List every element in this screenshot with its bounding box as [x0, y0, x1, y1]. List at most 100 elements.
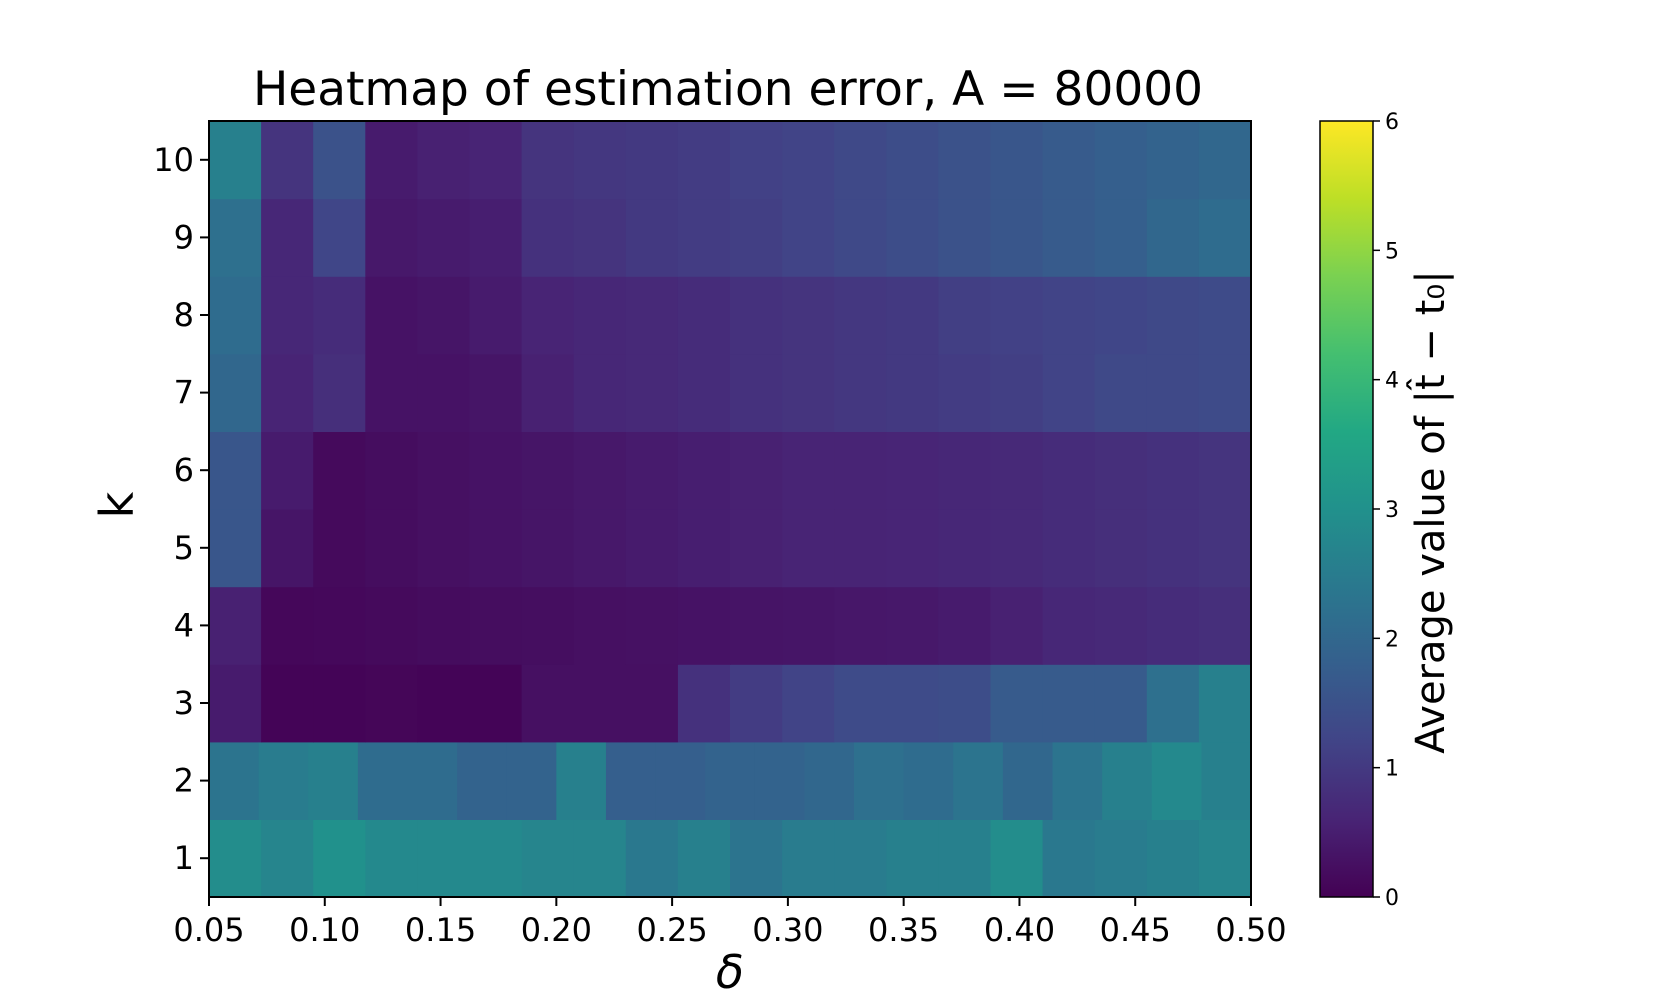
- heatmap-cell: [1102, 741, 1153, 820]
- heatmap-cell: [573, 276, 627, 355]
- heatmap-cell: [990, 198, 1044, 277]
- heatmap-cell: [730, 431, 783, 510]
- heatmap-cell: [417, 276, 471, 355]
- heatmap-cell: [1146, 353, 1200, 432]
- heatmap-cell: [209, 664, 262, 743]
- heatmap-cell: [469, 664, 523, 743]
- heatmap-cell: [730, 198, 783, 277]
- heatmap-cell: [1052, 741, 1103, 820]
- heatmap-cell: [834, 586, 887, 665]
- heatmap-cell: [313, 198, 366, 277]
- y-tick-label: 3: [174, 684, 194, 722]
- heatmap-cell: [990, 509, 1044, 588]
- heatmap-cell: [521, 664, 575, 743]
- heatmap-cell: [209, 353, 262, 432]
- heatmap-cell: [365, 431, 418, 510]
- colorbar-tick-label: 3: [1385, 498, 1399, 523]
- heatmap-cell: [261, 509, 314, 588]
- heatmap-cell: [886, 431, 939, 510]
- heatmap-cell: [1146, 509, 1200, 588]
- heatmap-cell: [1042, 353, 1096, 432]
- heatmap-cell: [313, 586, 366, 665]
- heatmap-cell: [1198, 819, 1252, 898]
- heatmap-cell: [938, 431, 992, 510]
- heatmap-cell: [677, 664, 731, 743]
- heatmap-cell: [730, 664, 783, 743]
- heatmap-cell: [938, 664, 992, 743]
- heatmap-cell: [308, 741, 359, 820]
- x-tick-label: 0.45: [1100, 911, 1171, 949]
- heatmap-cell: [1146, 121, 1200, 200]
- heatmap-cell: [886, 353, 939, 432]
- y-tick-label: 6: [174, 451, 194, 489]
- heatmap-cell: [469, 198, 523, 277]
- heatmap-cell: [886, 198, 939, 277]
- heatmap-cell: [730, 276, 783, 355]
- heatmap-cell: [209, 198, 262, 277]
- heatmap-cell: [990, 431, 1044, 510]
- heatmap-cell: [469, 276, 523, 355]
- heatmap-cell: [1094, 276, 1148, 355]
- heatmap-cell: [990, 121, 1044, 200]
- heatmap-cell: [1042, 276, 1096, 355]
- heatmap-cell: [886, 664, 939, 743]
- heatmap-cell: [261, 353, 314, 432]
- heatmap-cell: [782, 819, 835, 898]
- heatmap-cell: [834, 509, 887, 588]
- heatmap-cell: [677, 121, 731, 200]
- heatmap-cell: [1094, 121, 1148, 200]
- heatmap-cell: [313, 353, 366, 432]
- y-tick-label: 4: [174, 606, 194, 644]
- heatmap-cell: [1198, 664, 1252, 743]
- heatmap-cell: [521, 509, 575, 588]
- heatmap-cell: [834, 276, 887, 355]
- heatmap-cell: [365, 509, 418, 588]
- heatmap-cell: [209, 586, 262, 665]
- heatmap-cell: [625, 819, 679, 898]
- heatmap-cell: [1146, 819, 1200, 898]
- heatmap-cell: [521, 353, 575, 432]
- x-tick-label: 0.30: [752, 911, 823, 949]
- heatmap-cell: [782, 276, 835, 355]
- heatmap-cell: [677, 509, 731, 588]
- heatmap-cell: [677, 431, 731, 510]
- heatmap-cell: [261, 276, 314, 355]
- heatmap-cell: [625, 353, 679, 432]
- heatmap-cell: [1151, 741, 1202, 820]
- heatmap-cell: [990, 664, 1044, 743]
- y-axis-label: k: [90, 491, 144, 518]
- heatmap-cell: [782, 664, 835, 743]
- heatmap-cell: [573, 431, 627, 510]
- heatmap-cell: [677, 353, 731, 432]
- heatmap-cell: [469, 353, 523, 432]
- heatmap-cell: [782, 353, 835, 432]
- heatmap-cell: [573, 819, 627, 898]
- heatmap-cell: [1198, 121, 1252, 200]
- x-tick-label: 0.50: [1215, 911, 1286, 949]
- heatmap-cell: [1198, 431, 1252, 510]
- heatmap-cells: [209, 121, 1252, 898]
- heatmap-cell: [521, 276, 575, 355]
- heatmap-cell: [313, 664, 366, 743]
- heatmap-cell: [261, 586, 314, 665]
- x-tick-label: 0.35: [868, 911, 939, 949]
- heatmap-cell: [854, 741, 905, 820]
- heatmap-cell: [365, 353, 418, 432]
- heatmap-cell: [209, 121, 262, 200]
- heatmap-cell: [469, 121, 523, 200]
- heatmap-cell: [417, 586, 471, 665]
- x-tick-label: 0.40: [984, 911, 1055, 949]
- heatmap-cell: [573, 586, 627, 665]
- heatmap-cell: [938, 586, 992, 665]
- heatmap-cell: [782, 586, 835, 665]
- heatmap-cell: [886, 121, 939, 200]
- chart-title: Heatmap of estimation error, A = 80000: [253, 62, 1203, 117]
- heatmap-cell: [261, 664, 314, 743]
- heatmap-cell: [365, 664, 418, 743]
- heatmap-cell: [573, 509, 627, 588]
- heatmap-cell: [1042, 121, 1096, 200]
- heatmap-cell: [261, 431, 314, 510]
- heatmap-cell: [261, 819, 314, 898]
- heatmap-cell: [365, 586, 418, 665]
- colorbar-ticks: 0 1 2 3 4 5 6: [1373, 110, 1399, 911]
